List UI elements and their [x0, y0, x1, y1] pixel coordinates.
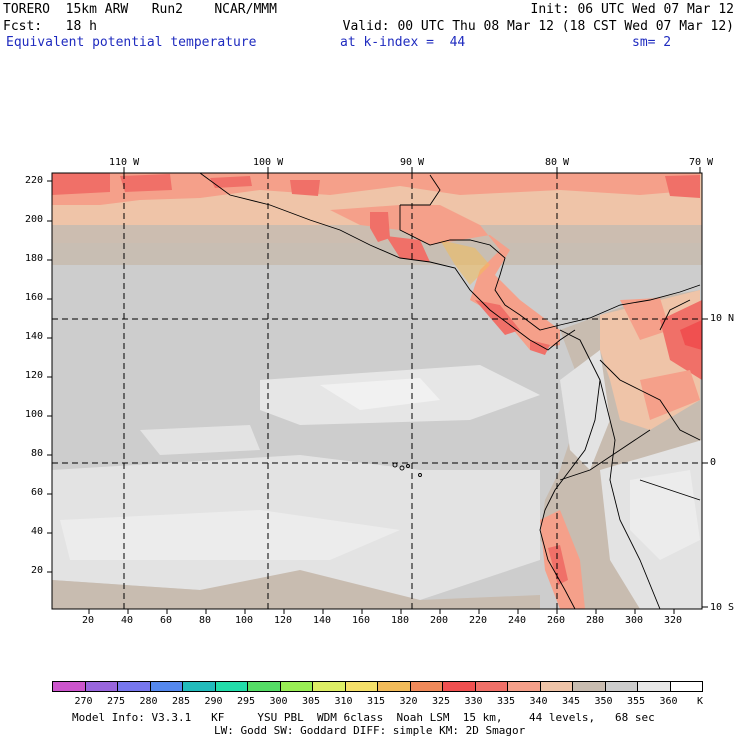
- lon-label-110w: 110 W: [109, 157, 140, 168]
- lat-label-0: 0: [710, 457, 717, 468]
- colorbar-level-label: 310: [334, 696, 353, 707]
- lon-label-100w: 100 W: [253, 157, 284, 168]
- x-tick-label: 320: [664, 615, 683, 626]
- colorbar-swatch: [312, 681, 346, 692]
- y-tick-label: 20: [31, 565, 44, 576]
- colorbar-swatch: [149, 681, 183, 692]
- x-tick-label: 280: [586, 615, 605, 626]
- x-tick-label: 80: [199, 615, 212, 626]
- map-frame: [51, 172, 703, 610]
- colorbar-level-label: 320: [399, 696, 418, 707]
- smoothing: sm= 2: [632, 35, 672, 50]
- colorbar-swatch: [344, 681, 378, 692]
- x-tick-label: 160: [352, 615, 371, 626]
- colorbar-swatch: [442, 681, 476, 692]
- colorbar-level-label: 330: [464, 696, 483, 707]
- colorbar-swatch: [539, 681, 573, 692]
- lon-label-90w: 90 W: [400, 157, 425, 168]
- lon-label-80w: 80 W: [545, 157, 570, 168]
- colorbar-level-label: 345: [562, 696, 581, 707]
- top-tick-marks: [123, 167, 701, 173]
- colorbar-level-label: 295: [237, 696, 256, 707]
- colorbar-swatch: [279, 681, 313, 692]
- physics-info: LW: Godd SW: Goddard DIFF: simple KM: 2D…: [214, 724, 526, 737]
- header-forecast-hour: Fcst: 18 h: [3, 19, 97, 34]
- colorbar-swatch: [247, 681, 281, 692]
- colorbar-level-label: 285: [172, 696, 191, 707]
- lat-label-10s: 10 S: [710, 602, 735, 613]
- x-tick-label: 180: [391, 615, 410, 626]
- lat-label-10n: 10 N: [710, 313, 735, 324]
- x-tick-label: 240: [508, 615, 527, 626]
- x-tick-label: 300: [625, 615, 644, 626]
- y-tick-label: 40: [31, 526, 44, 537]
- x-tick-label: 140: [313, 615, 332, 626]
- right-tick-marks: [702, 318, 708, 608]
- graticule: [52, 173, 702, 609]
- colorbar-level-label: 280: [139, 696, 158, 707]
- colorbar-swatch: [507, 681, 541, 692]
- header-init-time: Init: 06 UTC Wed 07 Mar 12: [530, 2, 735, 17]
- colorbar-swatch: [84, 681, 118, 692]
- colorbar-level-label: 270: [74, 696, 93, 707]
- colorbar-swatch: [604, 681, 638, 692]
- x-tick-label: 260: [547, 615, 566, 626]
- colorbar-level-label: 305: [302, 696, 321, 707]
- colorbar-level-label: 290: [204, 696, 223, 707]
- y-tick-label: 180: [25, 253, 44, 264]
- colorbar-level-label: 360: [659, 696, 678, 707]
- x-tick-label: 60: [160, 615, 173, 626]
- colorbar-swatch: [117, 681, 151, 692]
- colorbar-swatch: [52, 681, 86, 692]
- lon-label-70w: 70 W: [689, 157, 714, 168]
- colorbar-level-label: 340: [529, 696, 548, 707]
- header-title-line: TORERO 15km ARW Run2 NCAR/MMM: [3, 2, 277, 17]
- colorbar-swatch: [409, 681, 443, 692]
- y-tick-label: 120: [25, 370, 44, 381]
- colorbar-level-label: 315: [367, 696, 386, 707]
- colorbar-swatch: [214, 681, 248, 692]
- colorbar-swatch: [377, 681, 411, 692]
- x-tick-label: 120: [274, 615, 293, 626]
- colorbar-swatch: [474, 681, 508, 692]
- bottom-tick-marks: [88, 609, 675, 614]
- coastlines: [199, 173, 701, 609]
- y-tick-label: 100: [25, 409, 44, 420]
- y-tick-label: 140: [25, 331, 44, 342]
- colorbar-swatch: [637, 681, 671, 692]
- colorbar-level-label: 300: [269, 696, 288, 707]
- colorbar-swatch: [182, 681, 216, 692]
- y-tick-label: 80: [31, 448, 44, 459]
- level-index: at k-index = 44: [340, 35, 466, 50]
- colorbar-level-label: 275: [107, 696, 126, 707]
- colorbar-swatch: [572, 681, 606, 692]
- x-tick-label: 220: [469, 615, 488, 626]
- field-name: Equivalent potential temperature: [6, 35, 257, 50]
- model-info: Model Info: V3.3.1 KF YSU PBL WDM 6class…: [72, 711, 655, 724]
- equivalent-potential-temperature-field: [52, 173, 702, 609]
- colorbar-level-label: 335: [497, 696, 516, 707]
- left-tick-marks: [47, 180, 52, 573]
- header-valid-time: Valid: 00 UTC Thu 08 Mar 12 (18 CST Wed …: [342, 19, 734, 34]
- colorbar-level-label: 325: [432, 696, 451, 707]
- y-tick-label: 220: [25, 175, 44, 186]
- y-tick-label: 160: [25, 292, 44, 303]
- colorbar-level-label: 350: [594, 696, 613, 707]
- y-tick-label: 60: [31, 487, 44, 498]
- y-tick-label: 200: [25, 214, 44, 225]
- colorbar-unit: K: [697, 696, 704, 707]
- colorbar-level-label: 355: [627, 696, 646, 707]
- x-tick-label: 40: [121, 615, 134, 626]
- x-tick-label: 20: [82, 615, 95, 626]
- x-tick-label: 100: [235, 615, 254, 626]
- x-tick-label: 200: [430, 615, 449, 626]
- colorbar-swatch: [669, 681, 703, 692]
